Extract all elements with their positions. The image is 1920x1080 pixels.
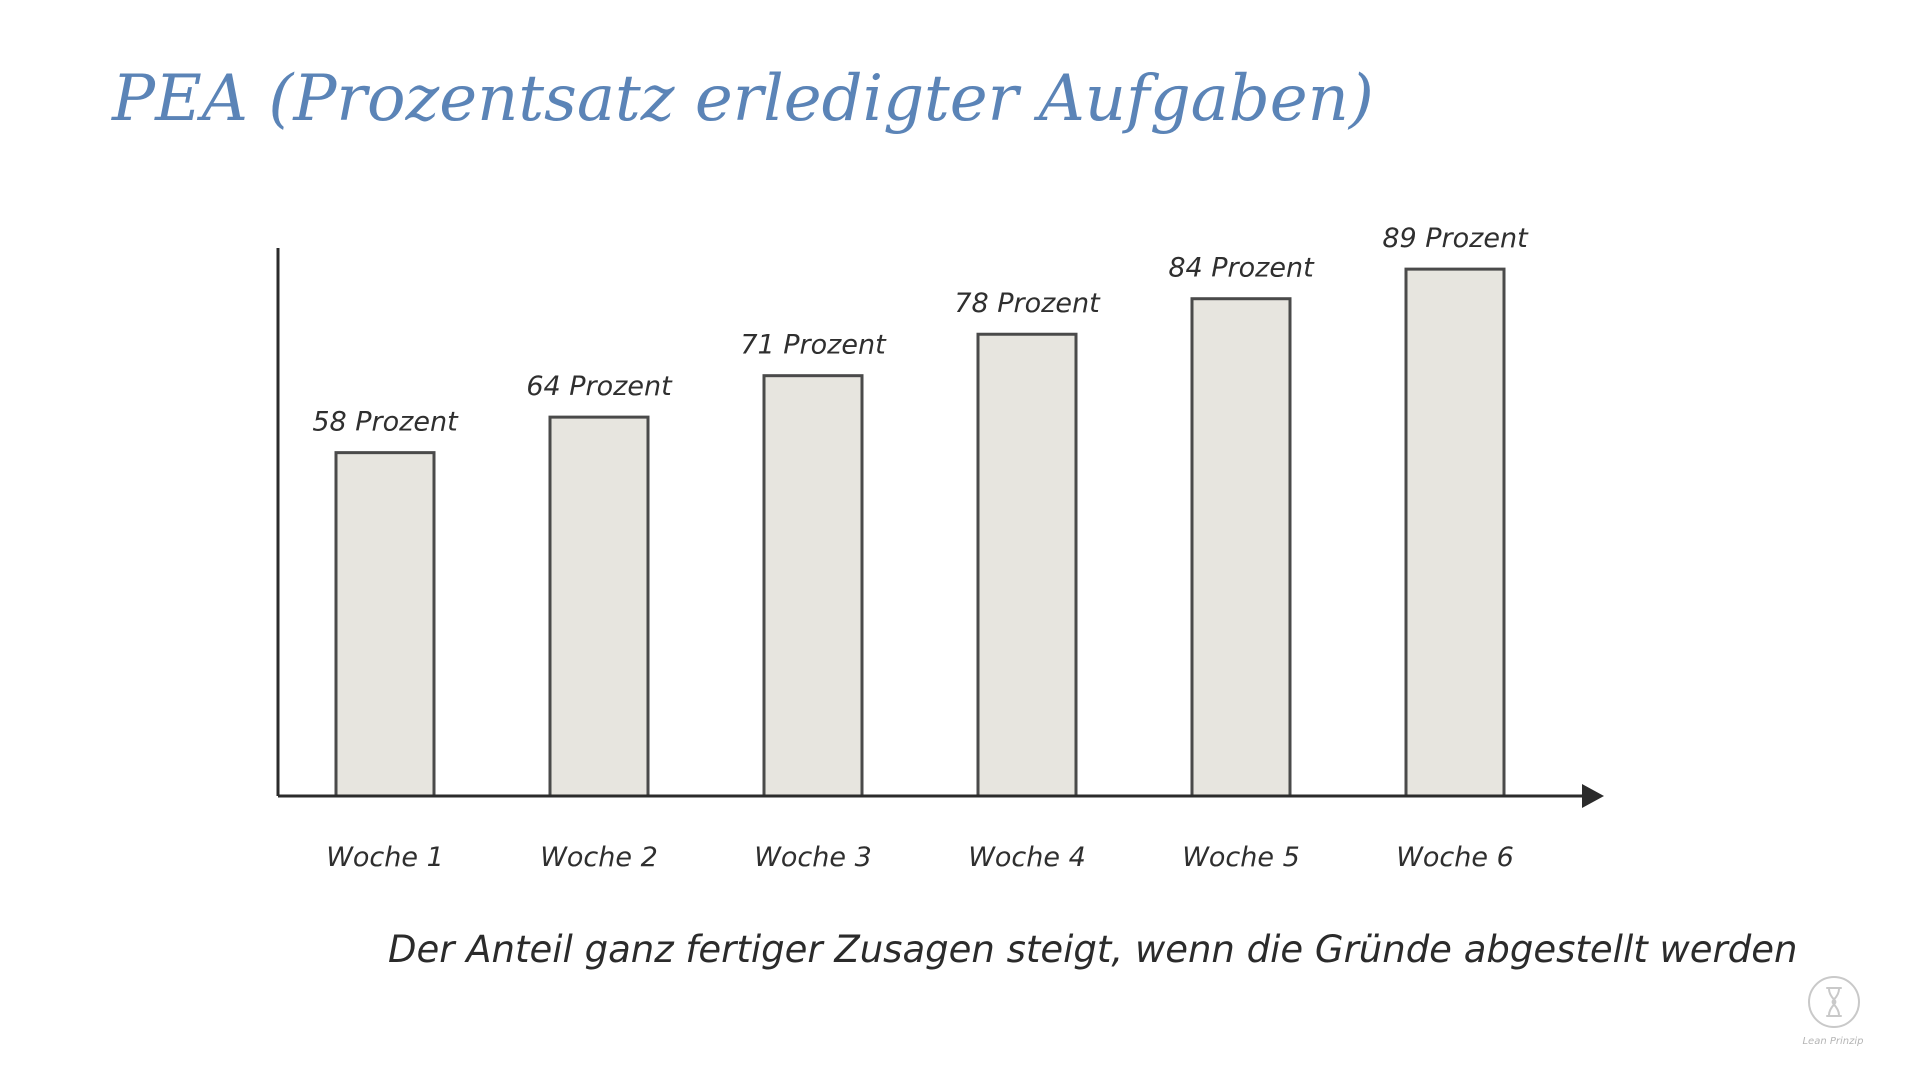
x-axis-arrowhead bbox=[1582, 784, 1604, 808]
category-label-1: Woche 1 bbox=[326, 842, 444, 873]
bar-3 bbox=[762, 374, 864, 798]
chart-title: PEA (Prozentsatz erledigter Aufgaben) bbox=[112, 62, 1374, 136]
bar-6 bbox=[1404, 267, 1506, 798]
data-label-4: 78 Prozent bbox=[954, 288, 1101, 319]
bar-1 bbox=[334, 451, 436, 798]
logo-text: Lean Prinzip bbox=[1802, 1036, 1864, 1047]
bar-5 bbox=[1190, 297, 1292, 798]
data-label-2: 64 Prozent bbox=[526, 371, 673, 402]
category-label-6: Woche 6 bbox=[1396, 842, 1514, 873]
category-label-5: Woche 5 bbox=[1182, 842, 1300, 873]
data-labels-group: 58 Prozent 64 Prozent 71 Prozent 78 Prozent… bbox=[312, 223, 1529, 438]
category-label-4: Woche 4 bbox=[968, 842, 1086, 873]
data-label-5: 84 Prozent bbox=[1168, 253, 1315, 284]
data-label-1: 58 Prozent bbox=[312, 407, 459, 438]
bars-group bbox=[334, 267, 1506, 798]
category-label-3: Woche 3 bbox=[754, 842, 872, 873]
hourglass-icon bbox=[1826, 987, 1842, 1017]
category-label-2: Woche 2 bbox=[540, 842, 658, 873]
logo-circle bbox=[1808, 976, 1860, 1028]
chart-caption: Der Anteil ganz fertiger Zusagen steigt,… bbox=[388, 928, 1798, 971]
data-label-3: 71 Prozent bbox=[740, 330, 887, 361]
lean-prinzip-logo: Lean Prinzip bbox=[1790, 976, 1876, 1056]
data-label-6: 89 Prozent bbox=[1382, 223, 1529, 254]
bar-2 bbox=[548, 415, 650, 798]
bar-4 bbox=[976, 332, 1078, 798]
category-labels-group: Woche 1 Woche 2 Woche 3 Woche 4 Woche 5 Woche… bbox=[326, 842, 1514, 873]
